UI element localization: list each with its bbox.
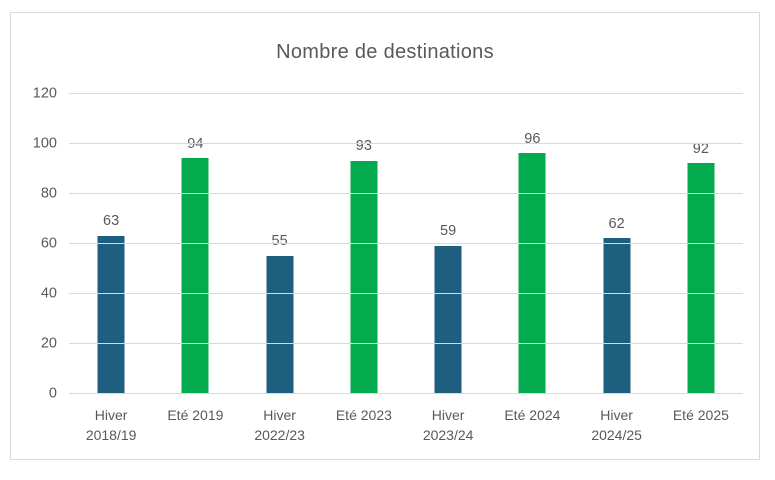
bar-value-label: 93 xyxy=(355,138,372,154)
y-axis-tick-label: 20 xyxy=(40,335,57,352)
x-axis-label: Eté 2019 xyxy=(153,405,237,446)
bar-value-label: 63 xyxy=(103,213,120,229)
y-axis-tick-label: 80 xyxy=(40,185,57,202)
bar xyxy=(518,153,546,393)
x-axis-label: Hiver 2022/23 xyxy=(238,405,322,446)
bar-group: 94 xyxy=(153,93,237,393)
x-axis-label-text: Eté 2024 xyxy=(504,407,561,423)
gridline-y-100 xyxy=(69,142,743,144)
y-axis-tick-label: 100 xyxy=(32,135,57,152)
x-axis-label: Eté 2024 xyxy=(490,405,574,446)
bar-value-label: 62 xyxy=(608,215,625,232)
x-axis-label: Eté 2025 xyxy=(659,405,743,446)
gridline-y-40 xyxy=(69,292,743,294)
bar-group: 59 xyxy=(406,93,490,393)
bar-group: 55 xyxy=(238,93,322,393)
chart-title: Nombre de destinations xyxy=(276,41,494,63)
bar-group: 93 xyxy=(322,93,406,393)
y-axis-tick-label: 40 xyxy=(40,285,57,302)
y-axis-tick-label: 60 xyxy=(40,235,57,252)
bar xyxy=(603,238,631,393)
bar-value-label: 92 xyxy=(692,140,709,157)
chart-frame: Nombre de destinations 63 94 55 93 59 96 62 92 … xyxy=(10,12,760,460)
bar-value-label: 96 xyxy=(524,130,541,147)
bar xyxy=(350,160,378,393)
x-axis-label: Eté 2023 xyxy=(322,405,406,446)
bar xyxy=(97,235,125,393)
bar-value-label: 94 xyxy=(187,135,204,152)
plot-area: 63 94 55 93 59 96 62 92 0 20 40 60 80 100 120 xyxy=(33,86,743,400)
x-axis-label: Hiver 2023/24 xyxy=(406,405,490,446)
bar xyxy=(687,163,715,393)
gridline-y-80 xyxy=(69,192,743,194)
gridline-y-20 xyxy=(69,342,743,344)
gridline-y-60 xyxy=(69,242,743,244)
y-axis-tick-label: 0 xyxy=(48,385,57,402)
bar xyxy=(266,255,294,393)
bar-group: 62 xyxy=(575,93,659,393)
x-axis-label-text: Eté 2019 xyxy=(167,407,224,423)
x-axis-label: Hiver 2018/19 xyxy=(69,405,153,446)
bar xyxy=(434,245,462,393)
bar xyxy=(181,158,209,393)
x-axis-label-text: Hiver 2023/24 xyxy=(422,407,474,444)
gridline-y-120 xyxy=(69,92,743,94)
x-axis-labels: Hiver 2018/19 Eté 2019 Hiver 2022/23 Eté 20… xyxy=(69,405,743,446)
bar-value-label: 55 xyxy=(271,233,288,249)
x-axis-label-text: Hiver 2024/25 xyxy=(591,407,642,444)
x-axis-label-text: Eté 2023 xyxy=(335,407,392,423)
x-axis-label: Hiver 2024/25 xyxy=(575,405,659,446)
bar-group: 63 xyxy=(69,93,153,393)
x-axis-label-text: Hiver 2018/19 xyxy=(85,407,137,444)
x-axis-label-text: Hiver 2022/23 xyxy=(254,407,305,444)
gridline-y-0 xyxy=(69,392,743,394)
bar-value-label: 59 xyxy=(440,223,457,239)
bar-group: 92 xyxy=(659,93,743,393)
y-axis-tick-label: 120 xyxy=(32,85,57,102)
x-axis-label-text: Eté 2025 xyxy=(672,407,729,423)
